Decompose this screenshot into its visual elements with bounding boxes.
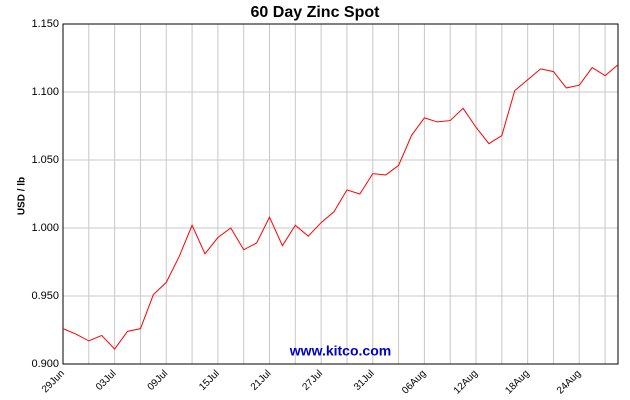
y-tick-label: 1.050 — [31, 154, 59, 166]
series-line — [62, 64, 619, 350]
watermark: www.kitco.com — [289, 343, 391, 359]
y-tick-label: 1.000 — [31, 222, 59, 234]
chart-title: 60 Day Zinc Spot — [251, 4, 381, 21]
y-tick-label: 0.950 — [31, 290, 59, 302]
plot-frame — [62, 23, 619, 365]
y-tick-label: 1.150 — [31, 18, 59, 30]
y-axis-label: USD / lb — [17, 177, 28, 215]
y-tick-label: 0.900 — [31, 358, 59, 370]
y-tick-label: 1.100 — [31, 86, 59, 98]
